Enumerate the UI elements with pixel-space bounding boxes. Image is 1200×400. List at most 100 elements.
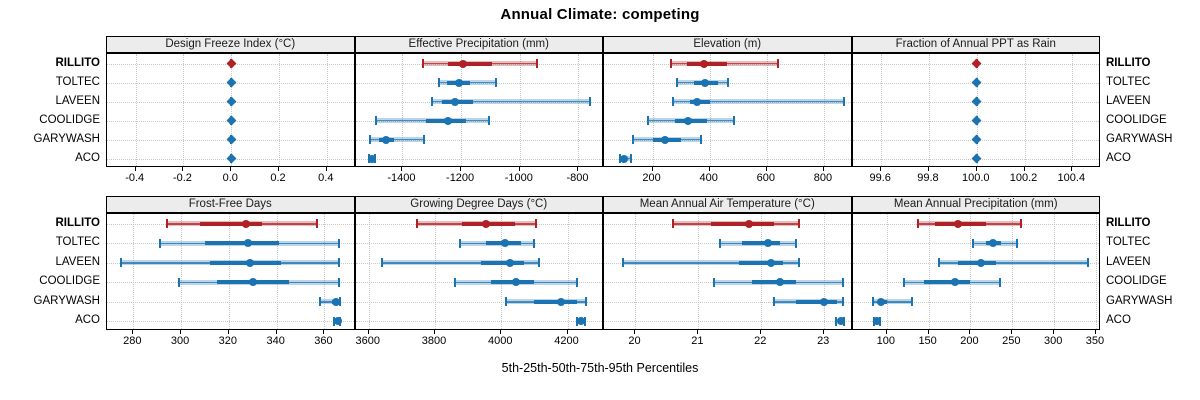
x-tick-mark (577, 167, 579, 171)
median-marker (248, 278, 257, 287)
whisker-cap-95th (533, 238, 536, 248)
x-tick-mark (765, 167, 767, 171)
x-tick-mark (880, 167, 882, 171)
x-gridline (928, 214, 930, 329)
whisker-cap-5th (871, 297, 874, 307)
median-marker (971, 153, 982, 164)
site-label-right: TOLTEC (1106, 236, 1151, 249)
median-marker (820, 297, 829, 306)
x-gridline (823, 54, 825, 166)
whisker-cap-95th (910, 297, 913, 307)
site-label-right: COOLIDGE (1106, 275, 1167, 288)
median-marker (692, 97, 701, 106)
x-tick-label: 320 (218, 335, 238, 347)
interval-5-95-line (938, 262, 1088, 264)
site-label-left: GARYWASH (33, 294, 100, 307)
interval-25-75-segment (795, 299, 837, 304)
whisker-cap-95th (536, 59, 539, 68)
median-marker (556, 297, 565, 306)
x-tick-mark (500, 330, 502, 334)
x-gridline (709, 54, 711, 166)
x-tick-mark (401, 167, 403, 171)
whisker-cap-95th (423, 135, 426, 144)
x-tick-mark (518, 167, 520, 171)
median-marker (500, 239, 509, 248)
x-tick-label: 200 (960, 335, 979, 347)
x-tick-mark (697, 330, 699, 334)
plot-area (603, 213, 852, 330)
whisker-cap-95th (576, 277, 579, 287)
median-marker (684, 116, 693, 125)
y-gridline (355, 321, 603, 323)
whisker-cap-5th (834, 316, 837, 326)
x-tick-mark (1011, 330, 1013, 334)
plot-area (851, 53, 1100, 167)
y-gridline (355, 301, 603, 303)
x-gridline (231, 54, 233, 166)
plot-area (354, 53, 603, 167)
whisker-cap-5th (937, 258, 940, 268)
site-label-left: RILLITO (55, 56, 100, 69)
median-marker (367, 154, 376, 163)
x-tick-label: 0.4 (318, 172, 334, 184)
median-marker (836, 317, 845, 326)
interval-5-95-line (622, 262, 799, 264)
interval-25-75-segment (924, 280, 971, 285)
x-tick-label: -1000 (504, 172, 533, 184)
x-tick-label: 300 (1043, 335, 1063, 347)
median-marker (226, 153, 237, 164)
x-tick-label: 360 (314, 335, 333, 347)
x-tick-label: 4000 (488, 335, 513, 347)
site-label-left: ACO (75, 314, 100, 327)
x-tick-label: 350 (1085, 335, 1105, 347)
y-gridline (852, 321, 1100, 323)
x-tick-label: 340 (266, 335, 285, 347)
median-marker (776, 278, 785, 287)
whisker-cap-95th (700, 135, 703, 144)
whisker-cap-5th (902, 277, 905, 287)
whisker-cap-95th (794, 238, 797, 248)
x-gridline (886, 214, 888, 329)
x-gridline (135, 54, 137, 166)
site-label-right: GARYWASH (1106, 294, 1173, 307)
whisker-cap-95th (842, 97, 845, 106)
whisker-cap-5th (430, 97, 433, 106)
site-label-left: ACO (75, 151, 100, 164)
x-tick-mark (230, 167, 232, 171)
x-tick-label: 100.4 (1057, 172, 1086, 184)
x-gridline (501, 214, 503, 329)
x-tick-label: 0.2 (270, 172, 286, 184)
interval-25-75-segment (710, 221, 774, 226)
x-tick-mark (969, 330, 971, 334)
whisker-cap-5th (670, 59, 673, 68)
whisker-cap-5th (458, 238, 461, 248)
x-gridline (1054, 214, 1056, 329)
whisker-cap-5th (415, 219, 418, 229)
median-marker (744, 219, 753, 228)
whisker-cap-5th (647, 116, 650, 125)
interval-25-75-segment (481, 260, 525, 265)
y-gridline (604, 158, 851, 160)
site-label-left: COOLIDGE (39, 275, 100, 288)
x-gridline (928, 54, 930, 166)
x-tick-label: 4200 (554, 335, 579, 347)
x-tick-label: 250 (1002, 335, 1021, 347)
x-tick-label: 99.6 (869, 172, 891, 184)
interval-25-75-segment (742, 241, 781, 246)
x-gridline (519, 54, 521, 166)
median-marker (699, 59, 708, 68)
whisker-cap-95th (316, 219, 319, 229)
interval-25-75-segment (957, 260, 996, 265)
median-marker (971, 134, 982, 145)
median-marker (226, 115, 237, 126)
site-label-right: LAVEEN (1106, 94, 1151, 107)
x-gridline (276, 214, 278, 329)
x-tick-mark (434, 330, 436, 334)
x-gridline (461, 54, 463, 166)
site-label-left: RILLITO (55, 216, 100, 229)
whisker-cap-5th (621, 258, 624, 268)
median-marker (382, 135, 391, 144)
whisker-cap-5th (453, 277, 456, 287)
x-gridline (435, 214, 437, 329)
median-marker (763, 239, 772, 248)
